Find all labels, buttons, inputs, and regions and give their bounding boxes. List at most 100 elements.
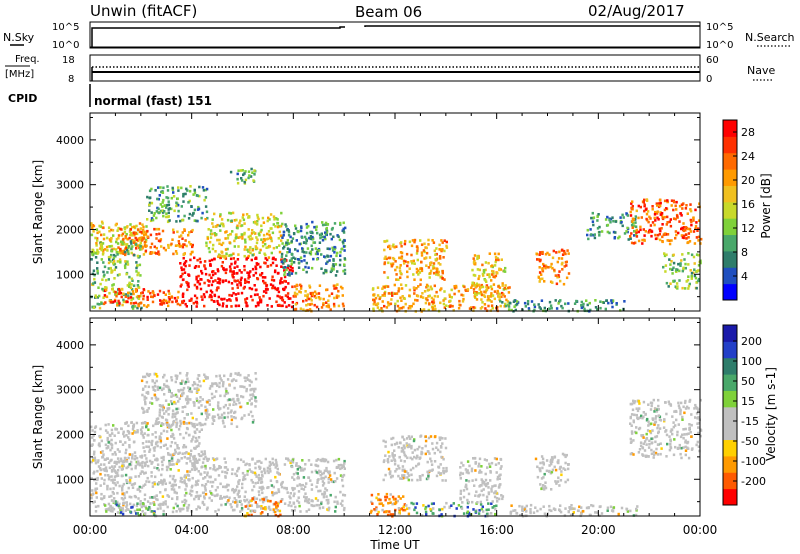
velocity-cell: [92, 492, 95, 496]
power-cell: [253, 173, 256, 176]
power-cell: [248, 248, 251, 252]
velocity-cell: [395, 467, 398, 471]
power-cell: [208, 295, 211, 299]
velocity-cell: [386, 459, 389, 462]
power-cell: [648, 215, 651, 219]
power-cell: [455, 286, 458, 289]
power-cell: [231, 287, 234, 290]
velocity-cell: [100, 492, 103, 496]
velocity-cell: [117, 431, 120, 434]
velocity-cell: [466, 498, 469, 502]
velocity-cell: [410, 473, 413, 477]
velocity-cell: [206, 376, 209, 379]
power-cell: [461, 300, 465, 303]
velocity-cell: [118, 502, 121, 506]
power-cell: [654, 233, 657, 237]
power-cell: [635, 228, 638, 232]
power-cell: [682, 268, 685, 271]
power-cell: [237, 169, 240, 172]
velocity-cell: [234, 372, 237, 375]
power-cell: [102, 251, 105, 255]
power-cell: [236, 271, 239, 275]
velocity-cell: [98, 442, 101, 445]
power-cell: [500, 258, 503, 261]
velocity-cell: [179, 433, 182, 436]
velocity-cell: [141, 510, 144, 513]
power-cell: [420, 254, 424, 257]
velocity-cell: [496, 477, 499, 481]
power-cell: [244, 238, 247, 242]
velocity-cell: [234, 416, 237, 420]
power-cell: [197, 205, 200, 209]
power-cell: [486, 273, 489, 276]
power-cell: [125, 272, 128, 276]
power-cell: [549, 265, 552, 269]
power-cell: [592, 216, 596, 219]
power-cell: [681, 226, 684, 230]
velocity-cell: [99, 468, 102, 472]
power-cell: [208, 250, 211, 254]
power-cell: [183, 214, 186, 218]
velocity-cell: [392, 436, 395, 440]
velocity-cell: [109, 505, 113, 508]
power-cell: [269, 227, 272, 230]
velocity-cell: [333, 471, 336, 475]
power-cell: [205, 290, 208, 294]
power-cell: [432, 266, 436, 270]
velocity-cell: [486, 466, 489, 469]
velocity-cell: [477, 462, 481, 466]
velocity-cell: [250, 478, 253, 482]
velocity-cell: [92, 501, 95, 504]
power-cell: [339, 258, 342, 262]
velocity-cell: [120, 497, 124, 500]
power-cell: [469, 306, 473, 309]
power-cell: [245, 297, 249, 300]
power-cell: [230, 305, 233, 308]
power-cell: [324, 237, 327, 241]
velocity-cell: [109, 487, 112, 491]
velocity-cell: [383, 510, 386, 514]
velocity-cell: [307, 498, 311, 501]
velocity-cell: [234, 402, 238, 406]
power-cell: [204, 196, 208, 199]
velocity-cell: [394, 501, 398, 504]
velocity-cell: [131, 454, 134, 458]
velocity-cell: [254, 481, 257, 485]
power-cell: [95, 244, 98, 247]
power-cell: [230, 219, 233, 223]
power-cell: [431, 239, 434, 242]
power-cell: [694, 208, 697, 212]
power-cell: [138, 230, 142, 234]
power-cell: [236, 181, 240, 185]
velocity-cell: [211, 485, 214, 488]
power-cell: [190, 250, 194, 254]
velocity-cell: [120, 506, 123, 510]
power-cell: [216, 238, 219, 242]
power-cell: [488, 252, 491, 255]
power-cell: [94, 236, 97, 240]
power-cell: [214, 272, 217, 275]
velocity-cell: [271, 457, 274, 461]
power-cell: [608, 218, 611, 222]
velocity-cell: [132, 423, 136, 426]
power-cell: [440, 239, 443, 242]
velocity-cell: [550, 460, 554, 463]
velocity-cell: [244, 505, 247, 508]
power-cell: [661, 240, 664, 244]
velocity-cell: [155, 494, 158, 497]
velocity-cell: [168, 459, 171, 463]
power-cell: [322, 303, 325, 307]
velocity-cell: [251, 414, 254, 418]
power-cell: [504, 304, 508, 308]
power-cell: [148, 203, 151, 207]
power-cell: [556, 260, 559, 264]
velocity-cell: [437, 471, 440, 474]
power-cell: [193, 256, 196, 260]
power-cell: [276, 294, 279, 298]
velocity-cell: [493, 457, 497, 460]
power-cell: [491, 307, 494, 310]
power-cell: [411, 239, 415, 242]
velocity-cell: [110, 446, 114, 450]
power-cell: [170, 242, 173, 246]
power-cell: [240, 233, 243, 236]
